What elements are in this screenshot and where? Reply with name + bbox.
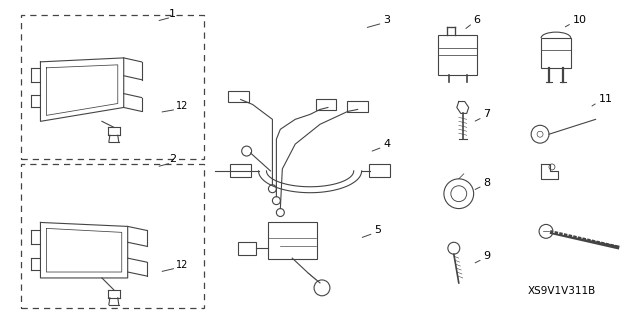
- Bar: [20, 164, 204, 308]
- Text: 12: 12: [176, 101, 189, 111]
- Text: 8: 8: [484, 178, 491, 188]
- Text: 2: 2: [170, 154, 177, 164]
- Text: 10: 10: [573, 15, 587, 25]
- Text: 7: 7: [484, 109, 491, 119]
- Text: XS9V1V311B: XS9V1V311B: [528, 286, 596, 296]
- Text: 4: 4: [383, 139, 390, 149]
- Text: 5: 5: [374, 225, 381, 235]
- Text: 12: 12: [176, 260, 189, 270]
- Text: 9: 9: [484, 251, 491, 261]
- Text: 6: 6: [474, 15, 481, 25]
- Text: 1: 1: [170, 9, 177, 19]
- Text: 3: 3: [383, 15, 390, 25]
- Text: 11: 11: [598, 94, 612, 105]
- Bar: [20, 15, 204, 159]
